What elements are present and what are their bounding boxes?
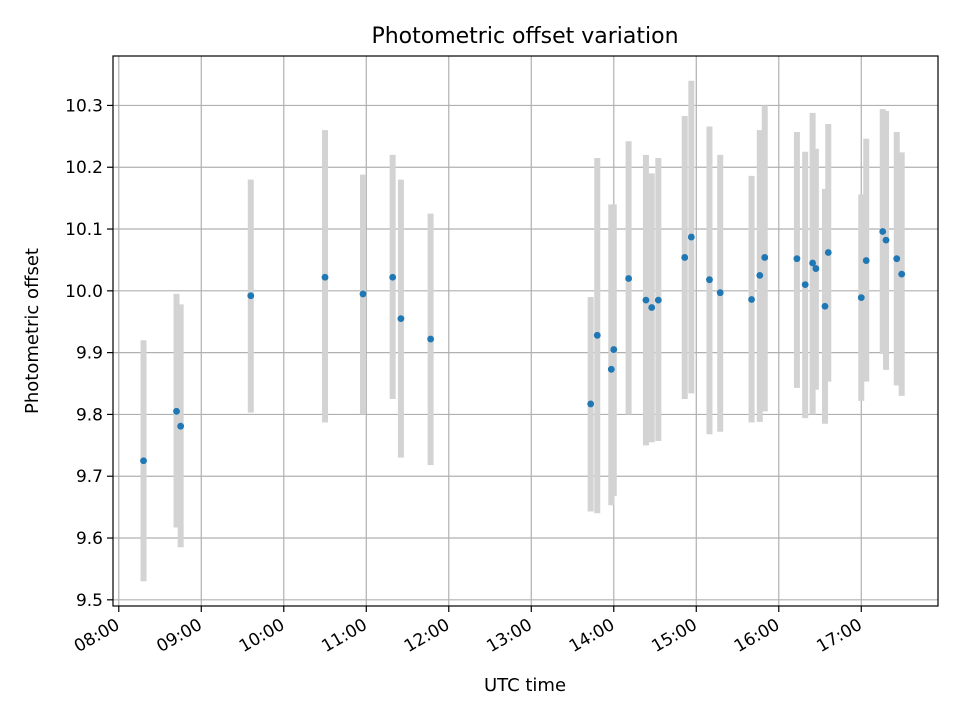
data-point — [793, 255, 801, 263]
data-point — [359, 290, 367, 298]
data-point — [893, 255, 901, 263]
y-tick-label: 10.2 — [65, 158, 103, 178]
x-axis-label: UTC time — [484, 675, 566, 696]
y-tick-label: 9.6 — [76, 529, 103, 549]
data-point — [748, 296, 755, 303]
data-point — [882, 236, 890, 244]
data-point — [857, 294, 865, 302]
data-point — [587, 400, 595, 408]
y-tick-label: 10.0 — [65, 282, 103, 302]
data-point — [687, 233, 695, 241]
data-point — [642, 296, 650, 304]
data-point — [177, 422, 185, 430]
data-point — [610, 346, 618, 353]
data-point — [706, 276, 713, 284]
data-point — [321, 273, 329, 281]
data-point — [812, 265, 820, 272]
data-point — [821, 302, 829, 310]
data-point — [173, 407, 180, 415]
data-point — [140, 457, 147, 465]
data-point — [716, 289, 724, 297]
data-point — [247, 292, 255, 300]
data-point — [648, 304, 656, 311]
data-point — [625, 275, 633, 282]
y-tick-label: 9.9 — [76, 344, 103, 364]
y-tick-label: 9.8 — [76, 405, 103, 425]
data-point — [824, 249, 832, 256]
data-point — [862, 257, 870, 264]
y-tick-label: 9.7 — [76, 467, 103, 487]
data-point — [809, 259, 816, 267]
data-point — [879, 228, 887, 235]
data-point — [593, 331, 601, 339]
y-tick-label: 9.5 — [76, 591, 103, 611]
data-point — [761, 254, 769, 261]
data-point — [681, 254, 689, 261]
data-point — [389, 273, 397, 281]
data-point — [397, 315, 405, 323]
data-point — [654, 296, 662, 304]
data-point — [756, 271, 764, 279]
data-point — [607, 365, 615, 373]
data-point — [427, 335, 435, 343]
y-axis-label: Photometric offset — [22, 248, 43, 414]
y-tick-label: 10.3 — [65, 96, 103, 116]
chart-title: Photometric offset variation — [371, 24, 678, 49]
y-axis-ticks: 9.5 9.6 9.7 9.8 9.9 10.0 10.1 10.2 10.3 — [65, 96, 113, 611]
data-point — [801, 281, 809, 289]
data-points — [140, 228, 906, 465]
plot-frame — [112, 55, 939, 607]
y-tick-label: 10.1 — [65, 220, 103, 240]
data-point — [898, 270, 906, 278]
